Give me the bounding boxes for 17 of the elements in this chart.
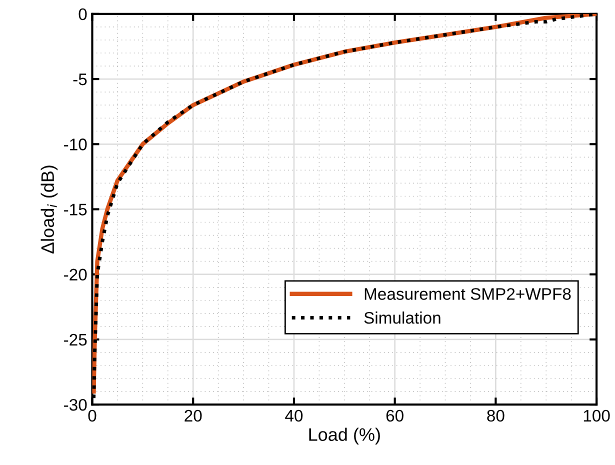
y-tick-label: -15	[64, 204, 87, 216]
x-tick-label: 100	[584, 410, 610, 422]
x-axis-title: Load (%)	[309, 428, 380, 445]
y-axis-title: Δload$_{i}$ (dB)	[40, 166, 58, 254]
y-tick-label: -10	[64, 138, 87, 150]
y-tick-label: -20	[64, 268, 87, 281]
y-tick-label: 0	[78, 8, 87, 20]
y-tick-label: -5	[73, 74, 87, 86]
x-tick-label: 0	[88, 410, 96, 422]
x-tick-label: 60	[386, 410, 404, 422]
y-tick-label: -30	[64, 398, 87, 411]
legend-label: Measurement SMP2+WPF8	[364, 288, 571, 300]
y-tick-label: -25	[64, 334, 87, 346]
x-tick-label: 20	[184, 410, 202, 422]
x-tick-label: 40	[285, 410, 303, 422]
x-tick-label: 80	[487, 410, 504, 422]
legend-label: Simulation	[364, 312, 440, 324]
